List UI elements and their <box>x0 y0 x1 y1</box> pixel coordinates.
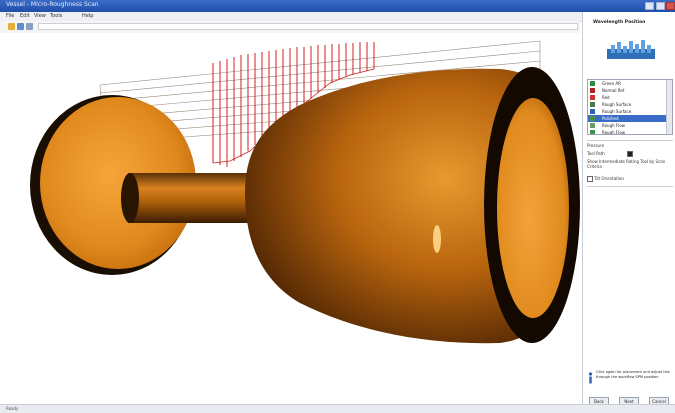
panel-title: Wavelength Position <box>593 20 646 25</box>
hint-text: Click again for placement and adjust thi… <box>596 370 670 379</box>
title-bar: Vessel - Micro-Roughness Scan <box>0 0 675 12</box>
base-disc <box>40 97 196 269</box>
color-swatch <box>590 95 595 100</box>
color-swatch <box>590 109 595 114</box>
color-swatch <box>590 123 595 128</box>
menu-file[interactable]: File <box>6 13 15 19</box>
open-icon[interactable] <box>8 23 15 30</box>
properties-panel: Wavelength Position Green AR Normal Ref … <box>582 12 675 405</box>
list-item-label: Red <box>602 95 610 100</box>
3d-viewport[interactable] <box>0 33 582 403</box>
window-title: Vessel - Micro-Roughness Scan <box>6 1 99 8</box>
color-swatch <box>590 130 595 134</box>
color-swatch <box>590 88 595 93</box>
bell-body <box>245 68 568 344</box>
divider <box>587 186 673 187</box>
menu-tools[interactable]: Tools <box>50 13 63 19</box>
wavelength-logo-icon <box>607 40 655 59</box>
minimize-button[interactable] <box>645 2 654 10</box>
list-item-selected[interactable]: Polished <box>588 115 672 122</box>
list-item-label: Rough Flow <box>602 130 626 135</box>
list-item-label: Normal Ref <box>602 88 625 93</box>
list-item[interactable]: Rough Flow <box>588 129 672 135</box>
list-item-label: Rough Surface <box>602 102 632 107</box>
list-item-label: Rough Flow <box>602 123 626 128</box>
menu-help[interactable]: Help <box>82 13 94 19</box>
color-swatch <box>590 102 595 107</box>
list-item[interactable]: Rough Surface <box>588 101 672 108</box>
list-item-label: Green AR <box>602 81 621 86</box>
bell-highlight <box>433 225 441 253</box>
list-item[interactable]: Normal Ref <box>588 87 672 94</box>
list-scrollbar[interactable] <box>666 80 672 134</box>
vessel-model <box>30 40 580 344</box>
list-item[interactable]: Red <box>588 94 672 101</box>
description-text: Show Intermediate Rating Tool by Scan Cr… <box>587 159 666 169</box>
stem-end <box>121 173 139 223</box>
color-swatch <box>590 116 595 121</box>
menu-edit[interactable]: Edit <box>20 13 30 19</box>
settings-icon[interactable] <box>26 23 33 30</box>
status-text: Ready <box>6 406 19 411</box>
list-item-label: Rough Surface <box>602 109 632 114</box>
surface-list[interactable]: Green AR Normal Ref Red Rough Surface Ro… <box>587 79 673 135</box>
tilt-orientation-label: Tilt Orientation <box>594 176 624 181</box>
menu-view[interactable]: View <box>34 13 46 19</box>
status-bar: Ready <box>0 404 675 413</box>
bell-mouth <box>497 98 569 318</box>
list-item-label: Polished <box>602 116 619 121</box>
tilt-orientation-checkbox[interactable] <box>587 176 593 182</box>
maximize-button[interactable] <box>656 2 665 10</box>
save-icon[interactable] <box>17 23 24 30</box>
tool-path-label: Tool Path <box>587 151 605 156</box>
list-item[interactable]: Green AR <box>588 80 672 87</box>
info-icon <box>588 372 593 384</box>
toolbar-field[interactable] <box>38 23 578 30</box>
list-item[interactable]: Rough Flow <box>588 122 672 129</box>
section-label: Pressure <box>587 143 605 148</box>
color-swatch <box>590 81 595 86</box>
tool-path-checkbox[interactable] <box>627 151 633 157</box>
scan-rays <box>212 42 375 167</box>
stem-shaft <box>128 173 258 223</box>
close-button[interactable] <box>666 2 675 10</box>
list-item[interactable]: Rough Surface <box>588 108 672 115</box>
divider <box>587 140 673 141</box>
